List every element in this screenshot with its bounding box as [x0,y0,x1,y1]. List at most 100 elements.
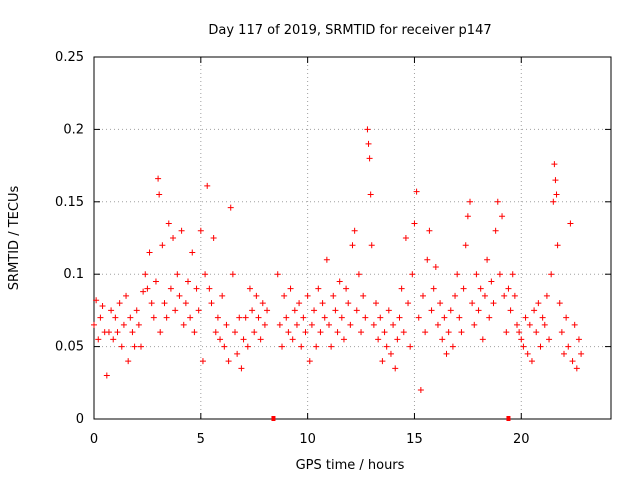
data-point [509,271,516,278]
data-point [492,227,499,234]
data-gap-marker [506,416,511,421]
data-point [553,191,560,198]
data-point [253,292,260,299]
data-point [112,314,119,321]
data-point [370,321,377,328]
data-point [150,314,157,321]
data-point [424,256,431,263]
data-point [202,271,209,278]
data-point [182,300,189,307]
data-point [326,321,332,328]
data-point [321,314,328,321]
data-point [365,140,372,147]
data-point [511,292,518,299]
data-point [204,182,211,189]
data-point [454,271,461,278]
data-point [304,292,311,299]
data-point [236,314,243,321]
data-point [343,285,350,292]
data-point [103,372,110,379]
data-point [552,177,559,184]
data-point [131,343,138,350]
data-point [246,285,253,292]
y-axis-label: SRMTID / TECUs [7,186,22,291]
data-point [225,358,232,365]
data-point [148,300,155,307]
data-point [193,285,200,292]
data-point [283,314,290,321]
data-point [105,329,112,336]
data-point [507,307,514,314]
axis-ticks: 0 0.05 0.1 0.15 0.2 0.25 0 5 10 15 20 [55,50,611,447]
data-point [434,321,441,328]
data-gap-marker [271,416,276,421]
data-point [133,307,140,314]
data-point [447,307,454,314]
data-point [308,321,315,328]
data-points [91,126,585,394]
data-point [471,321,478,328]
data-point [526,321,533,328]
data-point [479,336,486,343]
data-point [276,321,283,328]
data-point [563,314,570,321]
data-point [261,321,268,328]
data-point [383,343,390,350]
data-point [473,271,480,278]
data-point [558,329,565,336]
data-point [362,314,369,321]
data-point [257,336,264,343]
data-point [522,314,529,321]
data-point [353,307,360,314]
data-point [437,300,444,307]
data-point [533,329,540,336]
data-point [571,321,578,328]
data-point [172,307,179,314]
data-point [390,321,397,328]
data-point [178,227,185,234]
y-tick-label: 0.05 [55,340,84,355]
data-point [159,242,166,249]
data-point [264,307,271,314]
data-point [340,336,347,343]
data-point [306,358,313,365]
data-point [548,271,555,278]
data-point [422,329,429,336]
data-point [345,300,352,307]
data-point [238,365,245,372]
data-point [535,300,542,307]
data-point [484,256,491,263]
data-point [488,278,495,285]
data-point [477,285,484,292]
data-point [323,256,330,263]
data-point [375,336,382,343]
data-point [360,292,367,299]
data-point [428,307,435,314]
data-point [244,343,251,350]
data-point [565,343,572,350]
data-point [551,161,558,168]
data-point [405,300,412,307]
data-point [392,365,399,372]
data-point [351,227,358,234]
y-tick-label: 0.15 [55,195,84,210]
data-point [291,307,298,314]
data-point [569,358,576,365]
data-point [537,343,544,350]
data-point [118,343,125,350]
data-point [475,307,482,314]
data-point [394,336,401,343]
data-point [381,329,388,336]
data-point [274,271,281,278]
data-point [156,191,163,198]
data-point [541,321,548,328]
data-point [481,292,488,299]
data-point [289,336,296,343]
data-point [575,336,582,343]
data-point [367,191,374,198]
data-point [336,278,343,285]
data-point [355,271,362,278]
data-point [499,213,506,220]
plot-frame [93,56,612,420]
data-point [486,314,493,321]
